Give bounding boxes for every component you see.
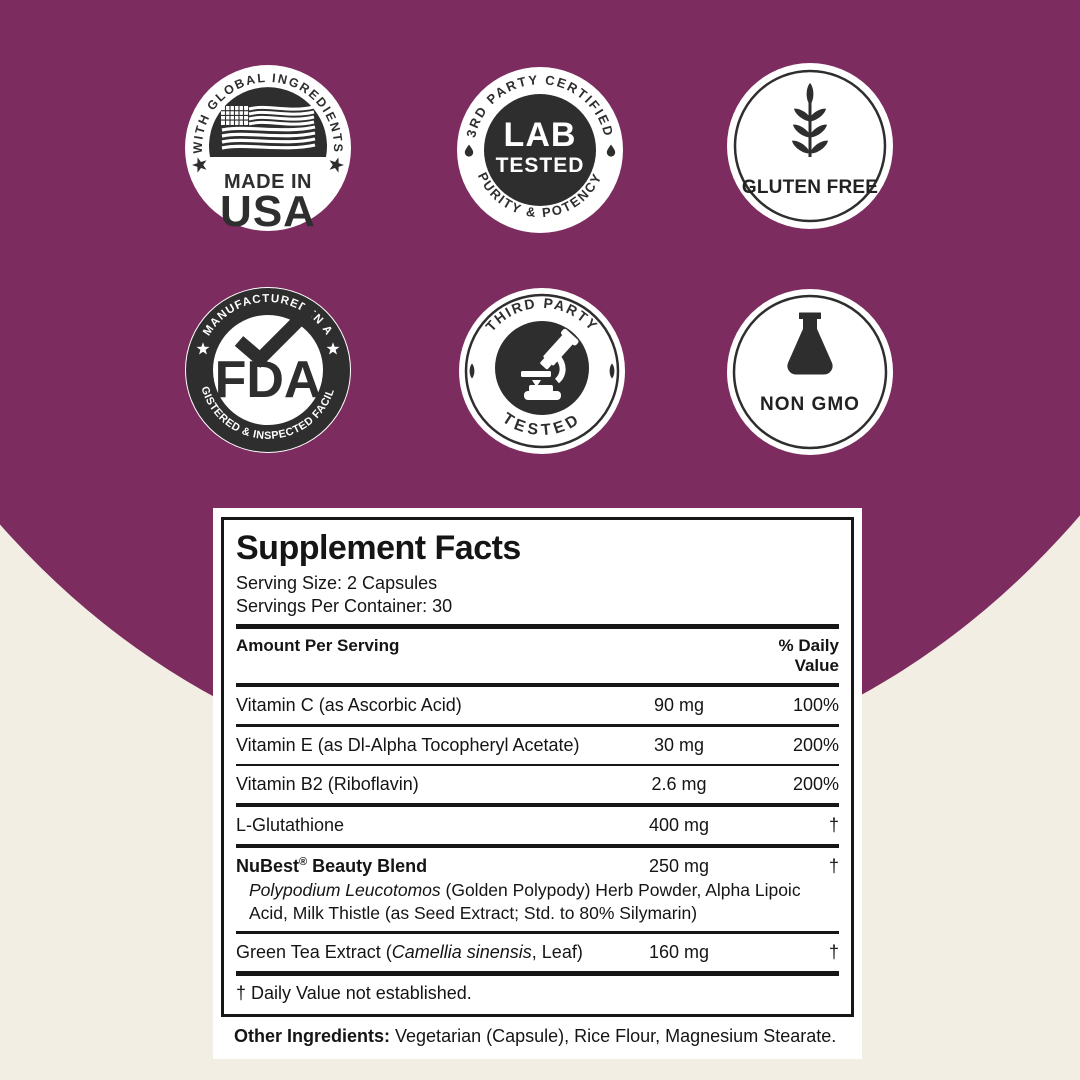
leaf-icon	[609, 363, 615, 379]
star-icon	[196, 342, 210, 355]
star-icon	[191, 157, 207, 173]
nutrient-dv: 200%	[792, 774, 839, 794]
divider	[236, 803, 839, 807]
nutrient-dv: †	[828, 856, 839, 876]
registered-mark: ®	[299, 856, 308, 868]
divider	[236, 931, 839, 934]
blend-description: Polypodium Leucotomos (Golden Polypody) …	[236, 879, 839, 931]
nutrient-row-vitamin-c: Vitamin C (as Ascorbic Acid) 90 mg 100%	[236, 687, 839, 724]
nutrient-name: Vitamin B2 (Riboflavin)	[236, 774, 419, 794]
badge-third-party-tested: THIRD PARTY TESTED	[459, 288, 625, 454]
badge-lab-tested: 3RD PARTY CERTIFIED PURITY & POTENCY LAB…	[457, 67, 623, 233]
blend-name-rest: Beauty Blend	[307, 856, 428, 876]
blend-description-rest: (Golden Polypody) Herb Powder, Alpha Lip…	[249, 880, 801, 923]
nutrient-name: Vitamin C (as Ascorbic Acid)	[236, 695, 462, 715]
servings-per-container: Servings Per Container: 30	[236, 596, 453, 616]
badge-gluten-free: GLUTEN FREE	[727, 63, 893, 229]
other-ingredients: Other Ingredients: Vegetarian (Capsule),…	[221, 1026, 854, 1047]
lab-label: LAB	[504, 116, 577, 154]
non-gmo-label: NON GMO	[760, 394, 860, 415]
flask-icon	[787, 312, 833, 375]
nutrient-amount: 250 mg	[648, 856, 710, 876]
nutrient-row-l-glutathione: L-Glutathione 400 mg †	[236, 807, 839, 844]
drop-icon	[464, 144, 474, 157]
nutrient-row-green-tea: Green Tea Extract (Camellia sinensis, Le…	[236, 934, 839, 971]
divider	[236, 844, 839, 848]
nutrient-amount: 90 mg	[653, 695, 705, 715]
brand-name: NuBest	[236, 856, 300, 876]
star-icon	[326, 342, 340, 355]
nutrient-row-vitamin-e: Vitamin E (as Dl-Alpha Tocopheryl Acetat…	[236, 727, 839, 764]
drop-icon	[606, 144, 616, 157]
gluten-free-label: GLUTEN FREE	[742, 177, 878, 198]
tested-label: TESTED	[496, 154, 585, 177]
nutrient-amount: 30 mg	[653, 734, 705, 755]
nutrient-amount: 2.6 mg	[651, 774, 707, 794]
star-icon	[329, 157, 345, 173]
fda-label: FDA	[215, 351, 322, 409]
nutrient-dv: †	[828, 815, 839, 835]
green-tea-latin: Camellia sinensis	[391, 942, 532, 962]
serving-size: Serving Size: 2 Capsules	[236, 573, 438, 593]
nutrient-row-beauty-blend: NuBest® Beauty Blend 250 mg †	[236, 848, 839, 879]
nutrient-amount: 160 mg	[648, 942, 710, 962]
lab-tested-seal-icon: 3RD PARTY CERTIFIED PURITY & POTENCY LAB…	[457, 67, 623, 233]
usa-label: USA	[220, 187, 316, 231]
supplement-facts-title: Supplement Facts	[236, 529, 521, 567]
other-ingredients-label: Other Ingredients:	[234, 1026, 391, 1046]
badge-non-gmo: NON GMO	[727, 289, 893, 455]
gluten-free-seal-icon: GLUTEN FREE	[727, 63, 893, 229]
badge-fda-facility: MANUFACTURED IN A REGISTERED & INSPECTED…	[185, 287, 351, 453]
nutrient-name: L-Glutathione	[236, 815, 345, 835]
made-in-label: MADE IN	[224, 171, 312, 193]
nutrient-name: Vitamin E (as Dl-Alpha Tocopheryl Acetat…	[236, 734, 580, 755]
microscope-icon	[521, 328, 579, 400]
blend-description-latin: Polypodium Leucotomos	[249, 880, 441, 900]
blend-name: NuBest® Beauty Blend	[236, 856, 604, 877]
nutrient-row-vitamin-b2: Vitamin B2 (Riboflavin) 2.6 mg 200%	[236, 766, 839, 803]
amount-per-serving-header: Amount Per Serving	[236, 636, 400, 655]
made-in-usa-seal-icon: WITH GLOBAL INGREDIENTS MADE IN USA	[185, 65, 351, 231]
facts-header-row: Amount Per Serving % Daily Value	[236, 629, 839, 683]
checkmark-icon	[234, 303, 316, 368]
fda-seal-icon: MANUFACTURED IN A REGISTERED & INSPECTED…	[185, 287, 351, 453]
nutrient-dv: 200%	[792, 734, 839, 755]
divider-thick	[236, 971, 839, 976]
leaf-icon	[469, 363, 475, 379]
third-party-tested-seal-icon: THIRD PARTY TESTED	[459, 288, 625, 454]
supplement-facts-box: Supplement Facts Serving Size: 2 Capsule…	[221, 517, 854, 1017]
badge-made-in-usa: WITH GLOBAL INGREDIENTS MADE IN USA	[185, 65, 351, 231]
other-ingredients-text: Vegetarian (Capsule), Rice Flour, Magnes…	[390, 1026, 837, 1046]
wheat-icon	[791, 83, 829, 157]
nutrient-amount: 400 mg	[648, 815, 710, 835]
supplement-facts-panel: Supplement Facts Serving Size: 2 Capsule…	[213, 508, 862, 1059]
nutrient-dv: †	[828, 942, 839, 962]
divider-thick	[236, 624, 839, 629]
daily-value-footnote: † Daily Value not established.	[236, 983, 472, 1003]
non-gmo-seal-icon: NON GMO	[727, 289, 893, 455]
us-flag-icon	[221, 105, 316, 150]
nutrient-name: Green Tea Extract (Camellia sinensis, Le…	[236, 942, 583, 962]
daily-value-header: % Daily Value	[778, 636, 839, 675]
divider	[236, 763, 839, 766]
nutrient-dv: 100%	[792, 695, 839, 715]
divider	[236, 683, 839, 687]
divider	[236, 724, 839, 727]
